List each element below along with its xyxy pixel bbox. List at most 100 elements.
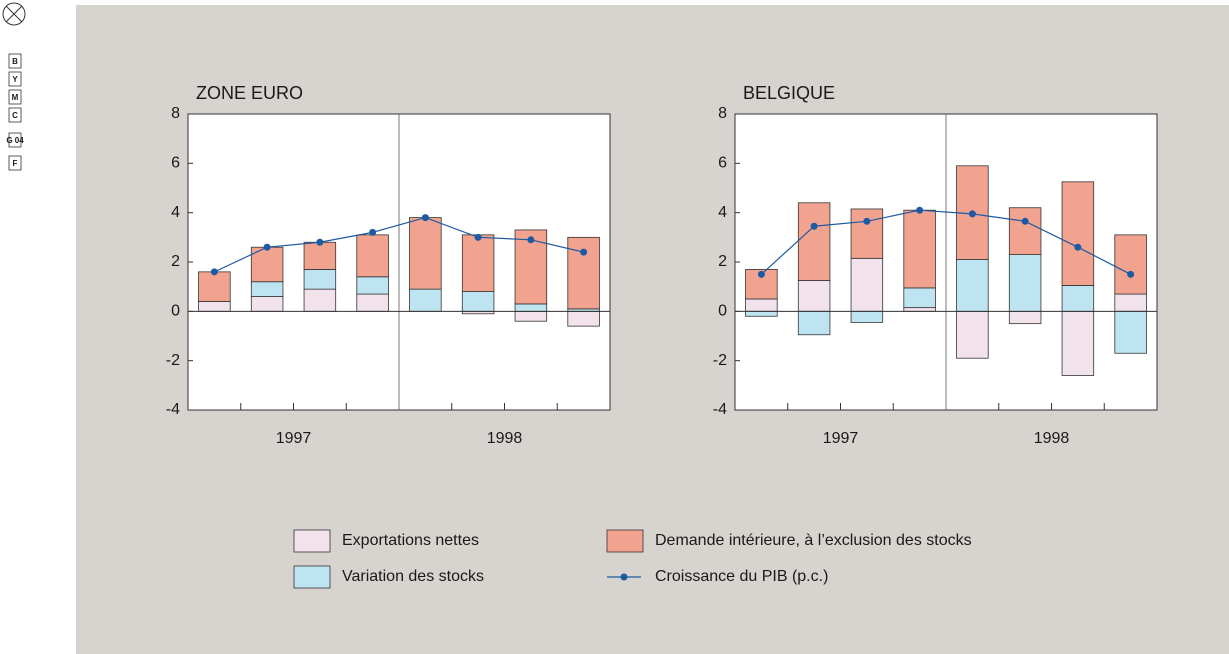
chart-title: BELGIQUE xyxy=(743,83,835,103)
line-point xyxy=(369,228,377,236)
x-group-label: 1997 xyxy=(276,430,312,447)
bar-segment xyxy=(956,259,989,312)
bar-segment xyxy=(250,296,284,312)
bar-segment xyxy=(303,268,337,290)
y-tick-label: -2 xyxy=(166,352,180,369)
y-tick-label: 4 xyxy=(718,204,727,221)
line-point xyxy=(421,214,429,222)
bar-segment xyxy=(514,303,548,312)
chart-title: ZONE EURO xyxy=(196,83,303,103)
bar-segment xyxy=(1008,207,1042,256)
legend-label: Croissance du PIB (p.c.) xyxy=(655,568,828,585)
bar-segment xyxy=(461,234,495,293)
bar-segment xyxy=(850,257,884,312)
bar-segment xyxy=(303,288,337,312)
print-mark-label: G 04 xyxy=(6,136,24,145)
legend-label: Demande intérieure, à l’exclusion des st… xyxy=(655,532,972,549)
print-mark-box xyxy=(8,132,22,148)
print-mark-label: Y xyxy=(12,75,18,84)
bar-segment xyxy=(567,236,600,310)
bar-segment xyxy=(797,202,831,281)
line-point xyxy=(316,238,324,246)
print-mark-box xyxy=(8,155,22,171)
y-tick-label: -4 xyxy=(713,401,727,418)
bar-segment xyxy=(956,310,989,359)
y-tick-label: 0 xyxy=(718,303,727,320)
y-tick-label: 2 xyxy=(718,253,727,270)
bar-segment xyxy=(198,301,231,312)
register-mark xyxy=(2,2,26,26)
bar-segment xyxy=(745,310,778,317)
line-point xyxy=(580,248,588,256)
line-series xyxy=(760,209,1131,275)
legend-swatch xyxy=(293,529,331,553)
x-group-label: 1998 xyxy=(487,430,523,447)
line-series xyxy=(214,216,584,273)
line-point xyxy=(1021,217,1029,225)
y-tick-label: 8 xyxy=(718,105,727,122)
bar-segment xyxy=(303,241,337,270)
bar-segment xyxy=(1061,181,1095,286)
bar-segment xyxy=(356,234,389,278)
bar-segment xyxy=(567,310,600,327)
legend-swatch xyxy=(606,529,644,553)
bar-segment xyxy=(1114,310,1147,354)
line-point xyxy=(210,268,218,276)
y-tick-label: 2 xyxy=(171,253,180,270)
print-marks xyxy=(2,2,26,26)
bar-segment xyxy=(1061,310,1095,376)
bar-segment xyxy=(356,276,389,295)
bar-segment xyxy=(797,310,831,336)
line-point xyxy=(474,233,482,241)
bar-segment xyxy=(250,246,284,283)
legend-label: Variation des stocks xyxy=(342,568,484,585)
y-tick-label: 6 xyxy=(171,155,180,172)
bar-segment xyxy=(409,288,442,312)
bar-segment xyxy=(461,291,495,312)
line-point xyxy=(810,222,818,230)
line-point xyxy=(527,236,535,244)
y-tick-label: 6 xyxy=(718,155,727,172)
line-point xyxy=(863,217,871,225)
bar-segment xyxy=(903,307,936,312)
y-tick-label: -2 xyxy=(713,352,727,369)
bar-segment xyxy=(903,209,936,289)
bar-segment xyxy=(1061,285,1095,312)
print-mark-label: C xyxy=(12,111,18,120)
bar-segment xyxy=(1008,254,1042,312)
line-point xyxy=(916,206,924,214)
bar-segment xyxy=(903,287,936,309)
line-point xyxy=(263,243,271,251)
bar-segment xyxy=(409,217,442,290)
bar-segment xyxy=(356,293,389,312)
bar-segment xyxy=(797,280,831,312)
print-mark-box xyxy=(8,107,22,123)
bar-segment xyxy=(850,208,884,259)
legend-point xyxy=(620,573,628,581)
bar-segment xyxy=(250,281,284,297)
legend-swatch xyxy=(293,565,331,589)
line-point xyxy=(1127,270,1135,278)
bar-segment xyxy=(198,271,231,302)
print-mark-box xyxy=(8,71,22,87)
y-tick-label: 8 xyxy=(171,105,180,122)
y-tick-label: -4 xyxy=(166,401,180,418)
bar-segment xyxy=(514,310,548,322)
print-mark-label: B xyxy=(12,57,18,66)
bar-segment xyxy=(745,298,778,312)
line-point xyxy=(757,270,765,278)
y-tick-label: 0 xyxy=(171,303,180,320)
bar-segment xyxy=(1114,293,1147,312)
print-mark-label: M xyxy=(12,93,19,102)
print-mark-label: F xyxy=(13,159,18,168)
line-point xyxy=(1074,243,1082,251)
print-mark-box xyxy=(8,89,22,105)
bar-segment xyxy=(1114,234,1147,295)
y-tick-label: 4 xyxy=(171,204,180,221)
register-mark xyxy=(5,5,23,23)
legend-label: Exportations nettes xyxy=(342,532,479,549)
bar-segment xyxy=(850,310,884,323)
bar-segment xyxy=(1008,310,1042,325)
line-point xyxy=(968,210,976,218)
